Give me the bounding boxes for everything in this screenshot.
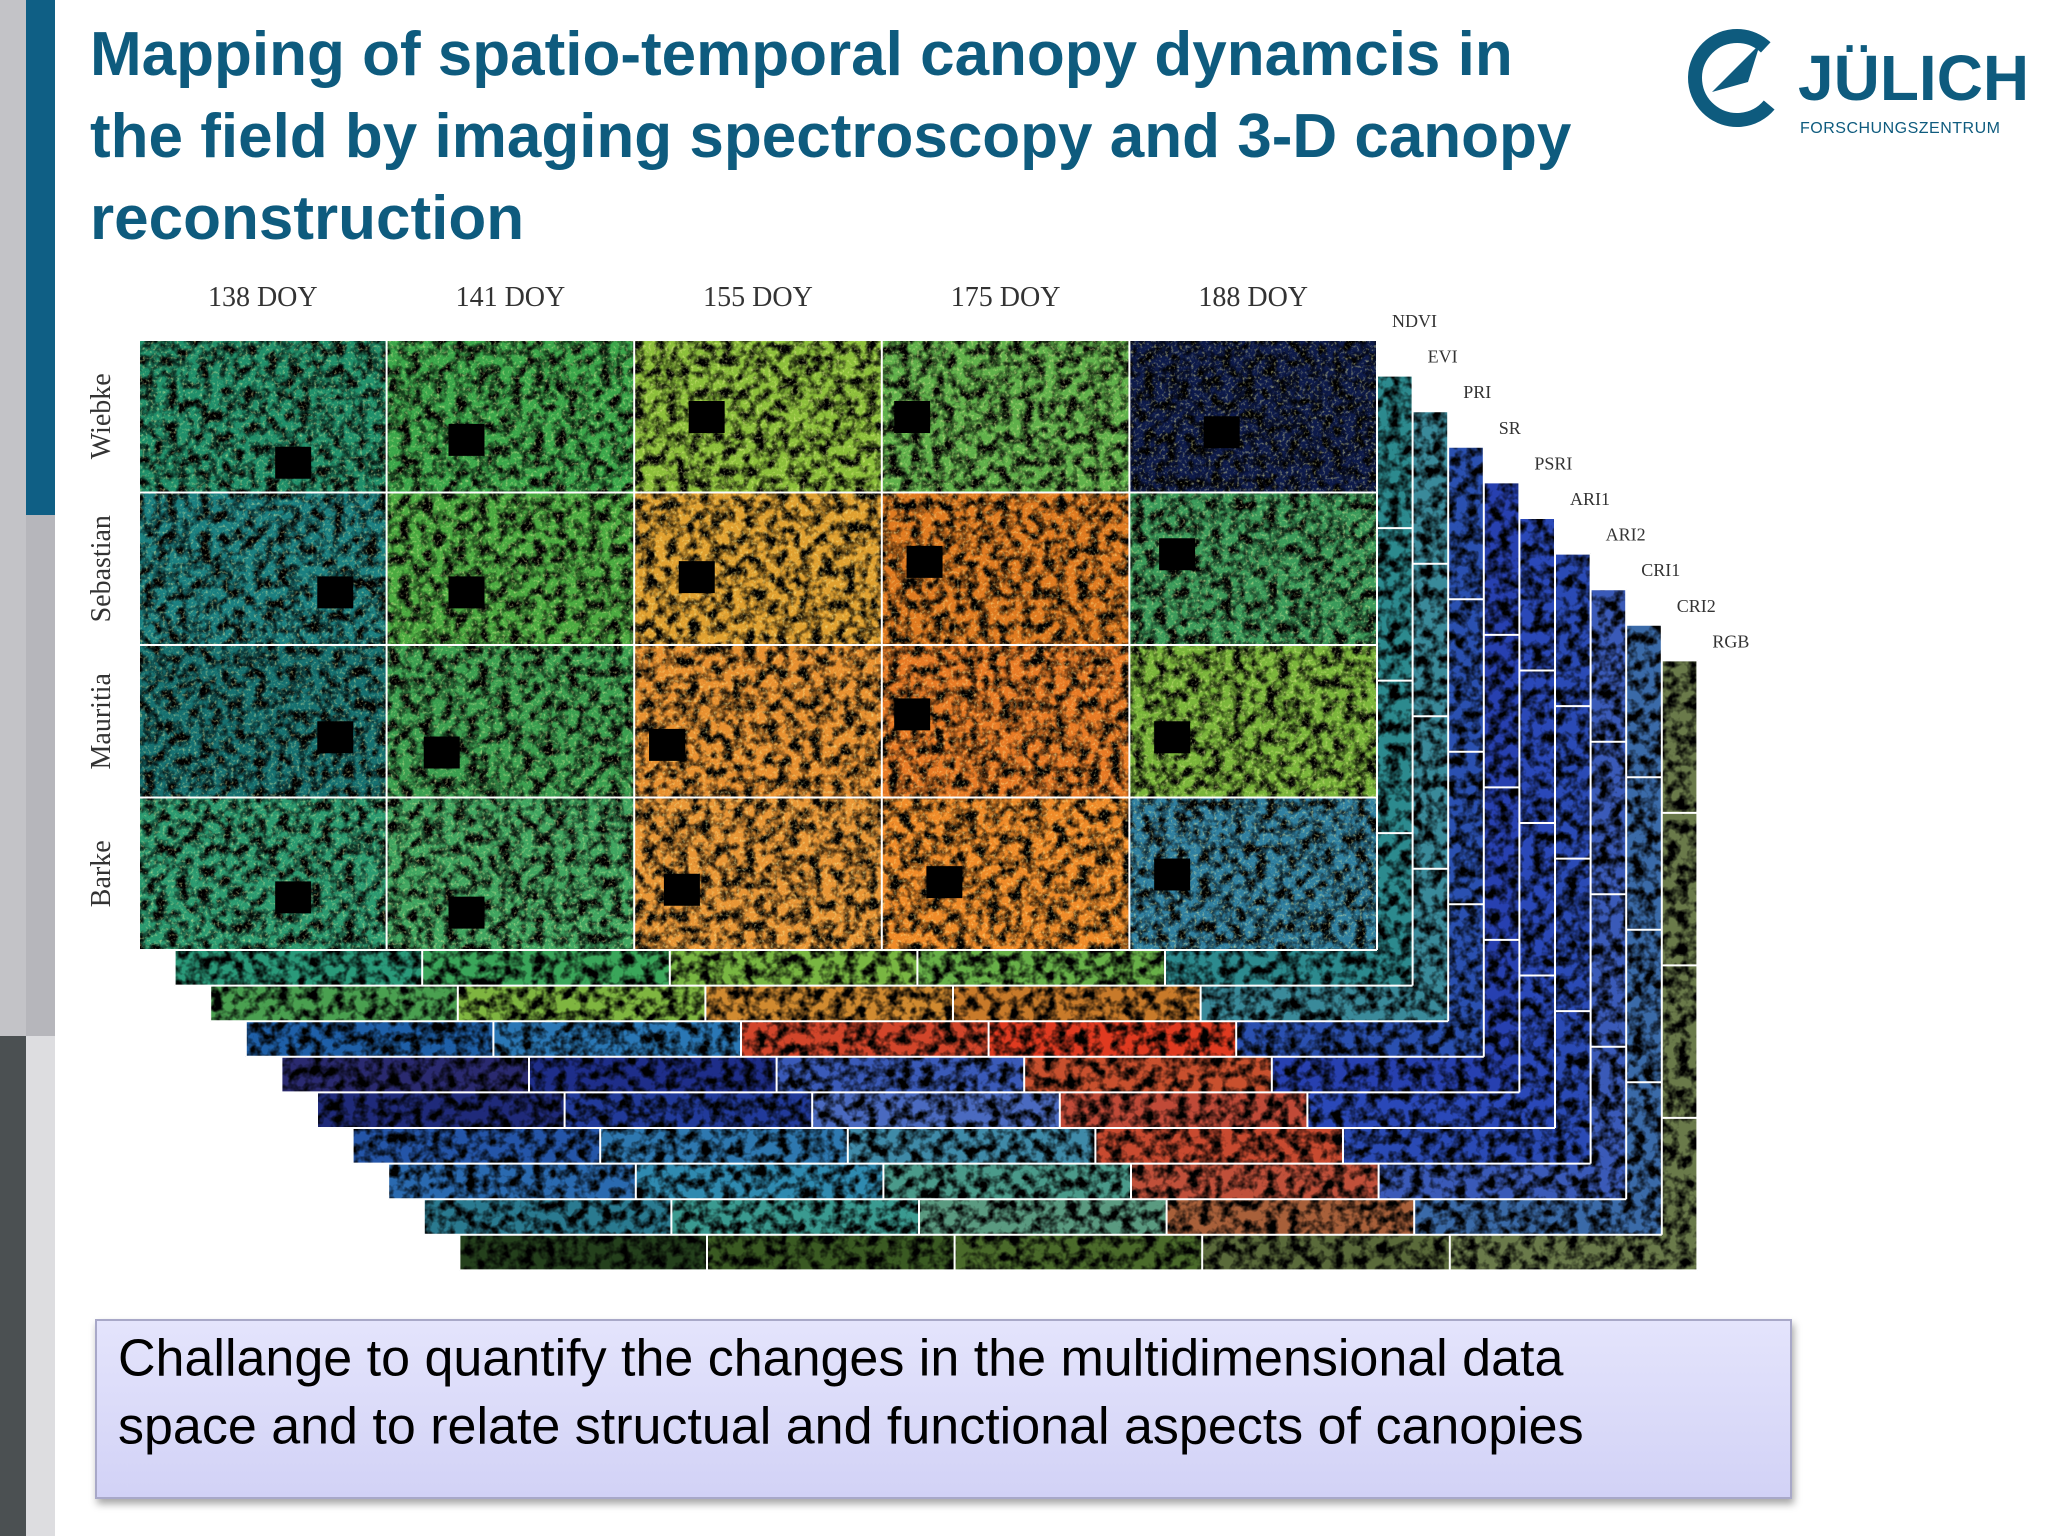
layer-label: NDVI <box>1392 311 1437 331</box>
layer-label: CRI2 <box>1677 596 1716 616</box>
layer-label: EVI <box>1428 347 1458 367</box>
layer-label: SR <box>1499 418 1521 438</box>
row-label: Wiebke <box>86 373 117 459</box>
column-label: 188 DOY <box>1198 282 1308 313</box>
layer <box>138 339 1378 951</box>
column-label: 141 DOY <box>456 282 566 313</box>
row-label: Barke <box>86 840 117 907</box>
column-label: 138 DOY <box>208 282 318 313</box>
logo: JÜLICH FORSCHUNGSZENTRUM <box>1688 29 2029 137</box>
marker-square <box>423 736 460 769</box>
column-label: 155 DOY <box>703 282 813 313</box>
layer-label: PSRI <box>1534 453 1572 473</box>
marker-square <box>317 576 354 609</box>
marker-square <box>894 401 931 433</box>
side-strip <box>0 1036 26 1536</box>
callout-box <box>95 1319 1792 1499</box>
callout-line: space and to relate structual and functi… <box>118 1398 1584 1456</box>
side-strip <box>26 0 55 515</box>
marker-square <box>649 728 686 761</box>
marker-square <box>317 721 354 754</box>
marker-square <box>678 561 715 594</box>
layer-label: ARI1 <box>1570 489 1610 509</box>
figure: 138 DOY 141 DOY 155 DOY 175 DOY 188 DOY Wiebk… <box>86 282 1749 1272</box>
logo-name: JÜLICH <box>1798 42 2029 114</box>
side-strip <box>26 1036 55 1536</box>
marker-square <box>1203 416 1240 449</box>
layer-label: PRI <box>1463 382 1491 402</box>
layer-label: CRI1 <box>1641 560 1680 580</box>
marker-square <box>448 576 485 609</box>
marker-square <box>1154 858 1191 891</box>
marker-square <box>448 423 485 456</box>
row-label: Sebastian <box>86 515 117 622</box>
logo-subtitle: FORSCHUNGSZENTRUM <box>1800 120 2001 137</box>
title-line: reconstruction <box>90 184 524 253</box>
marker-square <box>275 446 312 479</box>
marker-square <box>1154 721 1191 754</box>
marker-square <box>688 401 725 433</box>
row-label: Mauritia <box>86 672 117 769</box>
layer-label: RGB <box>1712 631 1749 651</box>
title-line: Mapping of spatio-temporal canopy dynamc… <box>90 20 1513 89</box>
marker-square <box>926 866 963 899</box>
marker-square <box>1159 538 1196 571</box>
side-strip <box>26 515 55 1036</box>
callout-line: Challange to quantify the changes in the… <box>118 1330 1563 1388</box>
marker-square <box>894 698 931 731</box>
column-label: 175 DOY <box>951 282 1061 313</box>
side-strip <box>0 0 26 1036</box>
marker-square <box>663 873 700 906</box>
marker-square <box>906 545 943 578</box>
layer-label: ARI2 <box>1606 525 1646 545</box>
marker-square <box>448 896 485 929</box>
marker-square <box>275 881 312 914</box>
title-line: the field by imaging spectroscopy and 3-… <box>90 102 1572 171</box>
